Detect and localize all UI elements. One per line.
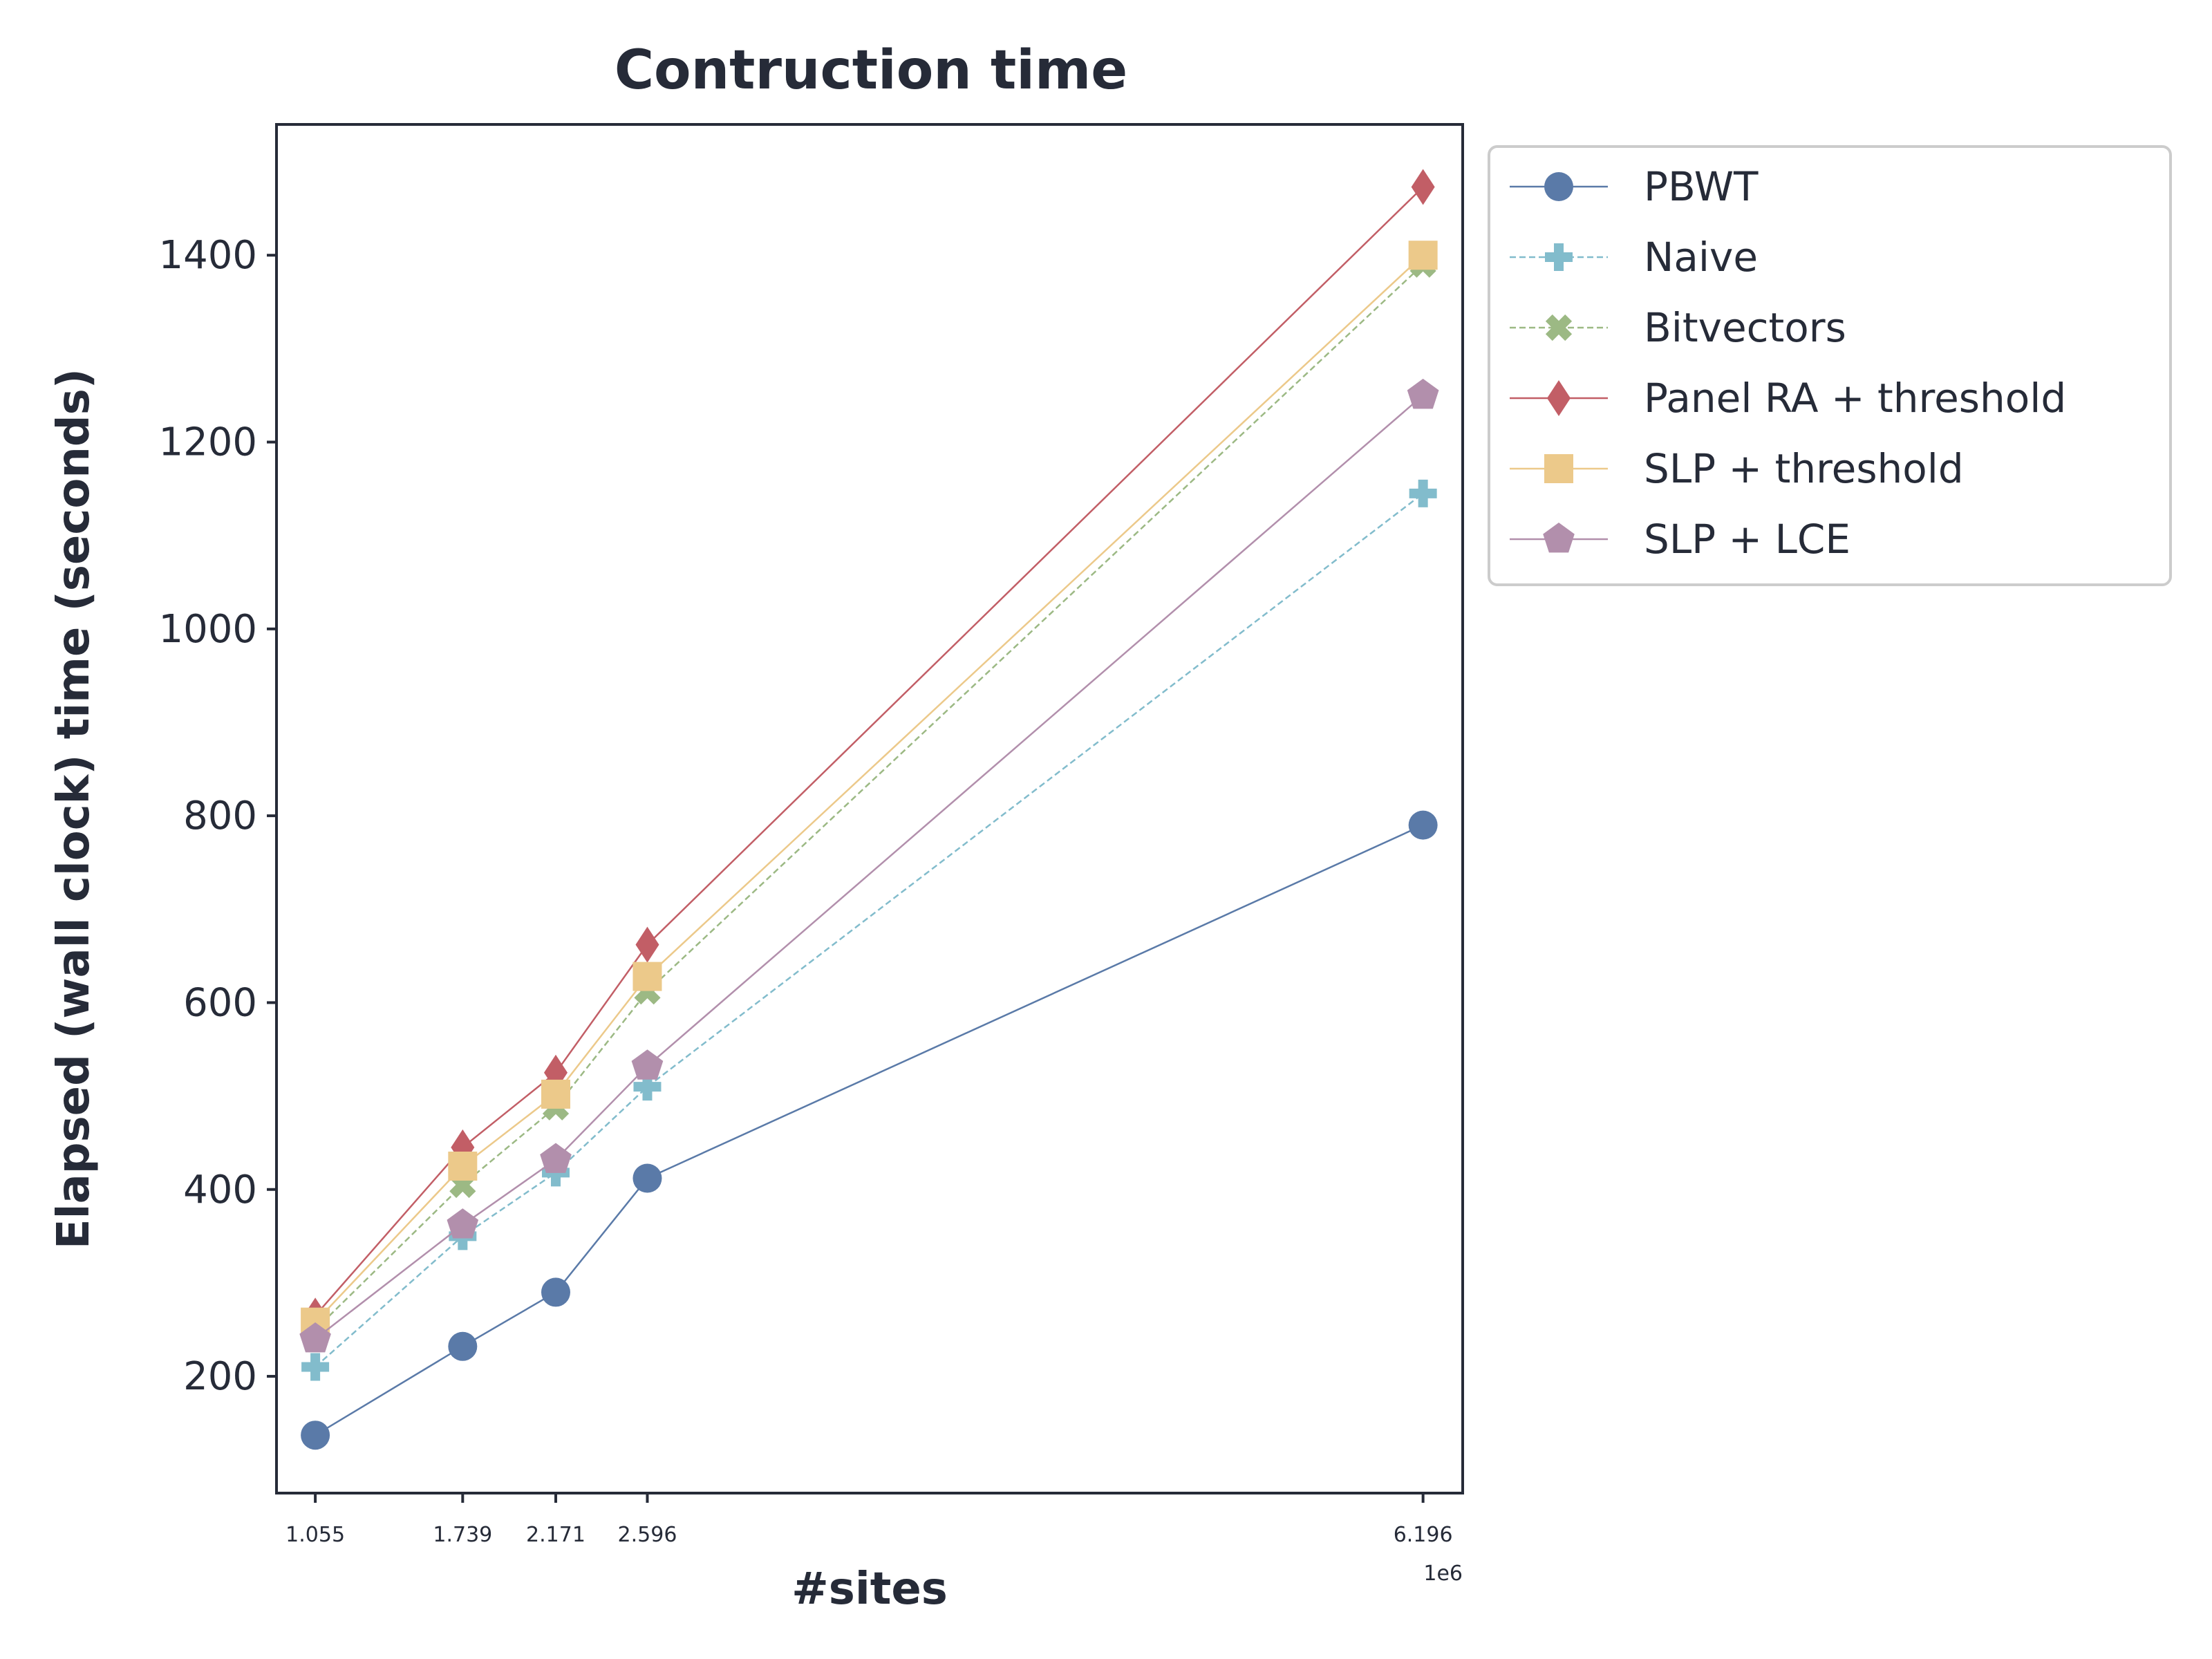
x-tick-label: 2.171: [526, 1523, 585, 1547]
data-point: [447, 1208, 479, 1239]
legend-marker: [1545, 243, 1573, 271]
legend-frame: [1488, 145, 2172, 586]
legend-label: PBWT: [1644, 163, 1759, 210]
y-tick-label: 200: [183, 1354, 257, 1399]
chart-title: Contruction time: [615, 39, 1127, 102]
legend-label: Naive: [1644, 234, 1758, 281]
data-point: [541, 1079, 570, 1109]
data-point: [301, 1353, 330, 1381]
legend-entry: SLP + threshold: [1510, 445, 1964, 492]
legend-marker: [1543, 523, 1575, 553]
data-point: [635, 926, 659, 963]
legend-marker: [1545, 314, 1573, 341]
series-slp-lce: [299, 378, 1439, 1353]
legend-entry: Bitvectors: [1510, 304, 1846, 351]
y-axis-label: Elapsed (wall clock) time (seconds): [48, 368, 100, 1249]
data-point: [540, 1143, 572, 1173]
legend: PBWT Naive Bitvectors Panel RA + threshold S…: [1488, 145, 2172, 586]
plot-frame: [275, 123, 1464, 1494]
data-point: [541, 1277, 570, 1307]
legend-label: SLP + threshold: [1644, 445, 1964, 492]
x-axis-label: #sites: [791, 1564, 948, 1615]
data-point: [632, 962, 662, 991]
data-point: [1407, 378, 1439, 409]
y-tick-label: 1000: [158, 607, 257, 652]
data-point: [631, 1049, 664, 1080]
data-point: [1411, 169, 1435, 205]
data-point: [633, 1073, 662, 1101]
y-tick-label: 600: [183, 980, 257, 1025]
x-tick-label: 1.055: [285, 1523, 345, 1547]
x-axis-offset-label: 1e6: [1423, 1562, 1463, 1586]
legend-entry: Naive: [1510, 234, 1758, 281]
legend-marker: [1544, 172, 1573, 201]
data-point: [299, 1322, 331, 1353]
y-tick-label: 1400: [158, 233, 257, 278]
series-line: [315, 263, 1424, 1331]
legend-label: SLP + LCE: [1644, 516, 1850, 563]
data-point: [448, 1331, 478, 1361]
legend-label: Panel RA + threshold: [1644, 375, 2066, 422]
series-layer: [299, 169, 1439, 1450]
x-tick-label: 6.196: [1394, 1523, 1453, 1547]
legend-marker: [1544, 454, 1573, 483]
series-pbwt: [301, 810, 1438, 1450]
legend-label: Bitvectors: [1644, 304, 1846, 351]
x-tick-label: 2.596: [618, 1523, 677, 1547]
x-tick-label: 1.739: [433, 1523, 492, 1547]
legend-marker: [1547, 380, 1571, 416]
data-point: [632, 1163, 662, 1193]
legend-entry: SLP + LCE: [1510, 516, 1850, 563]
y-tick-label: 400: [183, 1168, 257, 1212]
x-axis: 1.055 1.739 2.171 2.596 6.196: [285, 1493, 1453, 1547]
legend-entry: Panel RA + threshold: [1510, 375, 2066, 422]
data-point: [301, 1421, 330, 1450]
data-point: [1409, 479, 1437, 507]
y-tick-label: 800: [183, 794, 257, 838]
legend-entry: PBWT: [1510, 163, 1759, 210]
data-point: [1408, 241, 1438, 270]
data-point: [1408, 810, 1438, 840]
data-point: [448, 1151, 478, 1181]
series-slp-threshold: [301, 241, 1438, 1337]
y-axis: 200 400 600 800 1000 1200 1400: [158, 233, 276, 1399]
y-tick-label: 1200: [158, 420, 257, 465]
